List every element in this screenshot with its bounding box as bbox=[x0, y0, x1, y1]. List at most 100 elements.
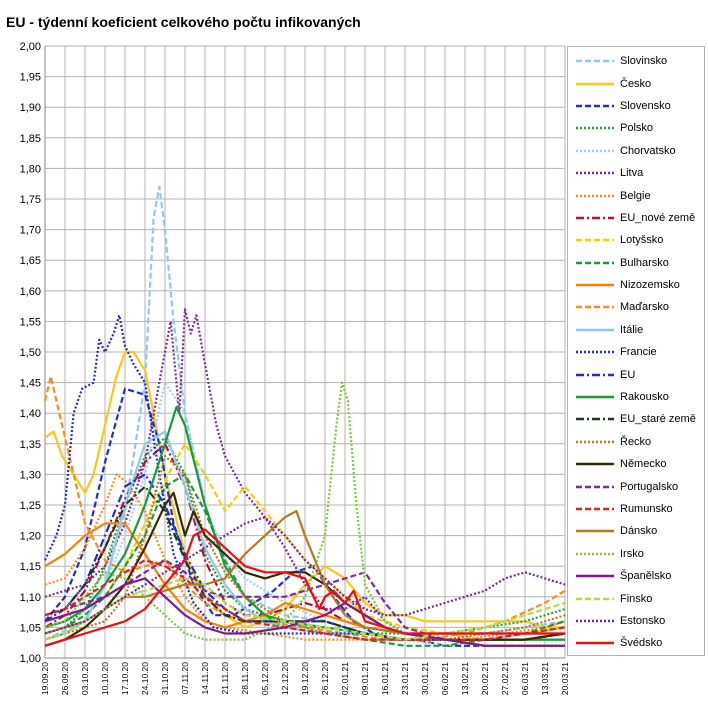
legend-swatch bbox=[576, 485, 614, 488]
legend-label: Francie bbox=[620, 346, 657, 359]
legend-label: Belgie bbox=[620, 189, 651, 202]
legend-item: Portugalsko bbox=[568, 475, 704, 497]
legend-item: Německo bbox=[568, 453, 704, 475]
legend-item: Španělsko bbox=[568, 565, 704, 587]
legend-label: Portugalsko bbox=[620, 480, 679, 493]
y-tick-label: 1,90 bbox=[20, 102, 41, 114]
legend-swatch bbox=[576, 642, 614, 645]
chart-title: EU - týdenní koeficient celkového počtu … bbox=[6, 14, 361, 30]
legend: Slovinsko Česko Slovensko Polsko Chorvatsko L… bbox=[567, 46, 705, 656]
series-line bbox=[44, 308, 565, 647]
x-tick-label: 20.03.21 bbox=[560, 662, 570, 695]
legend-swatch bbox=[576, 462, 614, 466]
x-tick-label: 05.12.20 bbox=[260, 662, 270, 695]
legend-swatch bbox=[576, 104, 614, 108]
x-tick-label: 21.11.20 bbox=[220, 662, 230, 695]
y-tick-label: 1,85 bbox=[20, 133, 41, 145]
legend-swatch bbox=[576, 440, 614, 444]
legend-swatch bbox=[576, 351, 614, 354]
x-tick-label: 23.01.21 bbox=[400, 662, 410, 695]
legend-label: Řecko bbox=[620, 435, 652, 448]
legend-label: Litva bbox=[620, 167, 644, 180]
series-line bbox=[43, 375, 566, 641]
legend-label: Slovinsko bbox=[620, 55, 668, 68]
legend-item: Maďarsko bbox=[568, 296, 704, 318]
legend-label: Chorvatsko bbox=[620, 144, 676, 157]
legend-item: Řecko bbox=[568, 431, 704, 453]
y-tick-label: 1,25 bbox=[20, 500, 41, 512]
legend-item: Rakousko bbox=[568, 386, 704, 408]
series-line bbox=[44, 577, 565, 647]
legend-swatch bbox=[576, 597, 614, 600]
legend-swatch bbox=[576, 194, 614, 197]
y-tick-label: 1,55 bbox=[20, 316, 41, 328]
legend-swatch bbox=[576, 82, 614, 85]
legend-swatch bbox=[576, 127, 614, 130]
legend-item: Belgie bbox=[568, 184, 704, 206]
series-line bbox=[44, 485, 566, 641]
legend-item: Lotyšsko bbox=[568, 229, 704, 251]
series-line bbox=[44, 387, 565, 647]
y-tick-label: 1,35 bbox=[20, 439, 41, 451]
legend-swatch bbox=[576, 373, 614, 376]
legend-label: Dánsko bbox=[620, 525, 658, 538]
y-tick-label: 1,05 bbox=[20, 622, 41, 634]
legend-item: Chorvatsko bbox=[568, 140, 704, 162]
legend-swatch bbox=[576, 328, 614, 332]
legend-item: EU_nové země bbox=[568, 207, 704, 229]
x-tick-label: 24.10.20 bbox=[140, 662, 150, 695]
legend-label: Estonsko bbox=[620, 614, 666, 627]
legend-label: Maďarsko bbox=[620, 301, 669, 314]
y-tick-label: 2,00 bbox=[20, 41, 41, 53]
legend-swatch bbox=[576, 59, 614, 63]
legend-swatch bbox=[576, 507, 614, 511]
y-tick-label: 1,50 bbox=[20, 347, 41, 359]
x-tick-label: 28.11.20 bbox=[240, 662, 250, 695]
x-tick-label: 31.10.20 bbox=[160, 662, 170, 695]
x-tick-label: 26.09.20 bbox=[60, 662, 70, 695]
y-tick-label: 1,65 bbox=[20, 255, 41, 267]
legend-swatch bbox=[576, 418, 614, 421]
x-tick-label: 06.03.21 bbox=[520, 662, 530, 695]
y-tick-label: 1,45 bbox=[20, 378, 41, 390]
legend-label: Finsko bbox=[620, 592, 653, 605]
y-tick-label: 1,70 bbox=[20, 225, 41, 237]
x-tick-label: 30.01.21 bbox=[420, 662, 430, 695]
y-tick-label: 1,30 bbox=[20, 469, 41, 481]
legend-label: Bulharsko bbox=[620, 256, 669, 269]
legend-item: Irsko bbox=[568, 543, 704, 565]
legend-label: Německo bbox=[620, 458, 667, 471]
series-line bbox=[44, 528, 565, 647]
legend-item: Estonsko bbox=[568, 610, 704, 632]
legend-label: Česko bbox=[620, 77, 652, 90]
legend-label: Lotyšsko bbox=[620, 234, 664, 247]
axes: 1,00 1,05 1,10 1,15 1,20 1,25 1,30 1,35 1,40 1,45… bbox=[20, 41, 570, 695]
y-tick-label: 1,80 bbox=[20, 163, 41, 175]
legend-swatch bbox=[576, 574, 614, 578]
legend-swatch bbox=[576, 149, 614, 152]
legend-item: Česko bbox=[568, 72, 704, 94]
x-tick-label: 20.02.21 bbox=[480, 662, 490, 695]
y-tick-label: 1,20 bbox=[20, 531, 41, 543]
y-tick-label: 1,00 bbox=[20, 653, 41, 665]
x-tick-label: 03.10.20 bbox=[80, 662, 90, 695]
series-line bbox=[44, 473, 566, 647]
legend-label: Nizozemsko bbox=[620, 279, 680, 292]
x-tick-label: 09.01.21 bbox=[360, 662, 370, 695]
legend-label: Itálie bbox=[620, 323, 644, 336]
legend-item: Itálie bbox=[568, 319, 704, 341]
legend-item: Rumunsko bbox=[568, 498, 704, 520]
legend-item: Dánsko bbox=[568, 520, 704, 542]
x-tick-label: 13.03.21 bbox=[540, 662, 550, 695]
legend-item: Slovinsko bbox=[568, 50, 704, 72]
x-tick-label: 06.02.21 bbox=[440, 662, 450, 695]
legend-label: EU_nové země bbox=[620, 211, 696, 224]
x-tick-label: 12.12.20 bbox=[280, 662, 290, 695]
series-line bbox=[44, 314, 565, 641]
x-tick-label: 13.02.21 bbox=[460, 662, 470, 695]
x-tick-label: 14.11.20 bbox=[200, 662, 210, 695]
series-line bbox=[44, 559, 565, 647]
legend-item: Litva bbox=[568, 162, 704, 184]
legend-label: Španělsko bbox=[620, 570, 672, 583]
legend-label: EU bbox=[620, 368, 636, 381]
